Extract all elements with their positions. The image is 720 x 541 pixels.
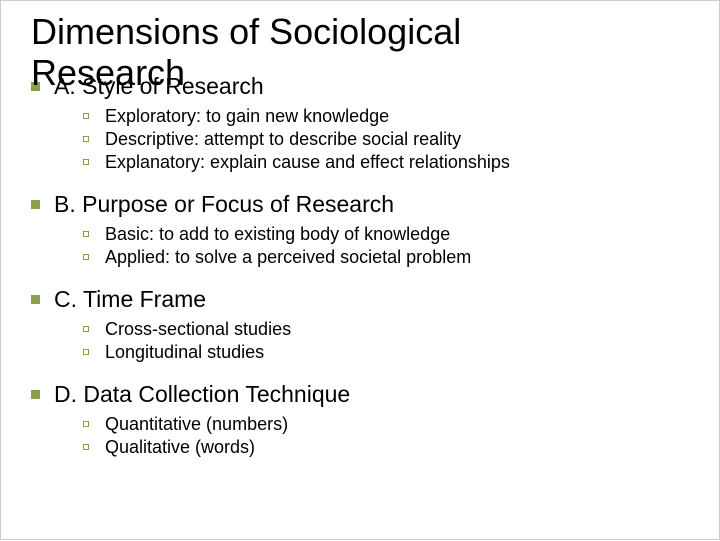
section-heading-b: B. Purpose or Focus of Research xyxy=(31,191,691,218)
square-bullet-icon xyxy=(31,390,40,399)
heading-text: B. Purpose or Focus of Research xyxy=(54,191,394,218)
list-item: Applied: to solve a perceived societal p… xyxy=(83,247,691,268)
list-item: Longitudinal studies xyxy=(83,342,691,363)
section-c-items: Cross-sectional studies Longitudinal stu… xyxy=(83,319,691,363)
item-text: Descriptive: attempt to describe social … xyxy=(105,129,461,150)
hollow-square-icon xyxy=(83,159,89,165)
hollow-square-icon xyxy=(83,254,89,260)
slide-title: Dimensions of Sociological Research xyxy=(31,11,691,94)
square-bullet-icon xyxy=(31,295,40,304)
slide-content: A. Style of Research Exploratory: to gai… xyxy=(31,73,691,460)
hollow-square-icon xyxy=(83,349,89,355)
section-a-items: Exploratory: to gain new knowledge Descr… xyxy=(83,106,691,173)
list-item: Basic: to add to existing body of knowle… xyxy=(83,224,691,245)
item-text: Qualitative (words) xyxy=(105,437,255,458)
list-item: Qualitative (words) xyxy=(83,437,691,458)
hollow-square-icon xyxy=(83,231,89,237)
title-line2: Research xyxy=(31,52,185,93)
item-text: Basic: to add to existing body of knowle… xyxy=(105,224,450,245)
list-item: Quantitative (numbers) xyxy=(83,414,691,435)
hollow-square-icon xyxy=(83,444,89,450)
section-d-items: Quantitative (numbers) Qualitative (word… xyxy=(83,414,691,458)
item-text: Applied: to solve a perceived societal p… xyxy=(105,247,471,268)
item-text: Explanatory: explain cause and effect re… xyxy=(105,152,510,173)
square-bullet-icon xyxy=(31,200,40,209)
heading-text: C. Time Frame xyxy=(54,286,206,313)
slide: Dimensions of Sociological Research A. S… xyxy=(1,1,720,541)
section-heading-c: C. Time Frame xyxy=(31,286,691,313)
item-text: Quantitative (numbers) xyxy=(105,414,288,435)
hollow-square-icon xyxy=(83,136,89,142)
item-text: Cross-sectional studies xyxy=(105,319,291,340)
heading-text: D. Data Collection Technique xyxy=(54,381,350,408)
list-item: Cross-sectional studies xyxy=(83,319,691,340)
item-text: Exploratory: to gain new knowledge xyxy=(105,106,389,127)
item-text: Longitudinal studies xyxy=(105,342,264,363)
list-item: Explanatory: explain cause and effect re… xyxy=(83,152,691,173)
section-b-items: Basic: to add to existing body of knowle… xyxy=(83,224,691,268)
hollow-square-icon xyxy=(83,326,89,332)
section-heading-d: D. Data Collection Technique xyxy=(31,381,691,408)
hollow-square-icon xyxy=(83,421,89,427)
title-line1: Dimensions of Sociological xyxy=(31,11,461,52)
hollow-square-icon xyxy=(83,113,89,119)
list-item: Exploratory: to gain new knowledge xyxy=(83,106,691,127)
list-item: Descriptive: attempt to describe social … xyxy=(83,129,691,150)
